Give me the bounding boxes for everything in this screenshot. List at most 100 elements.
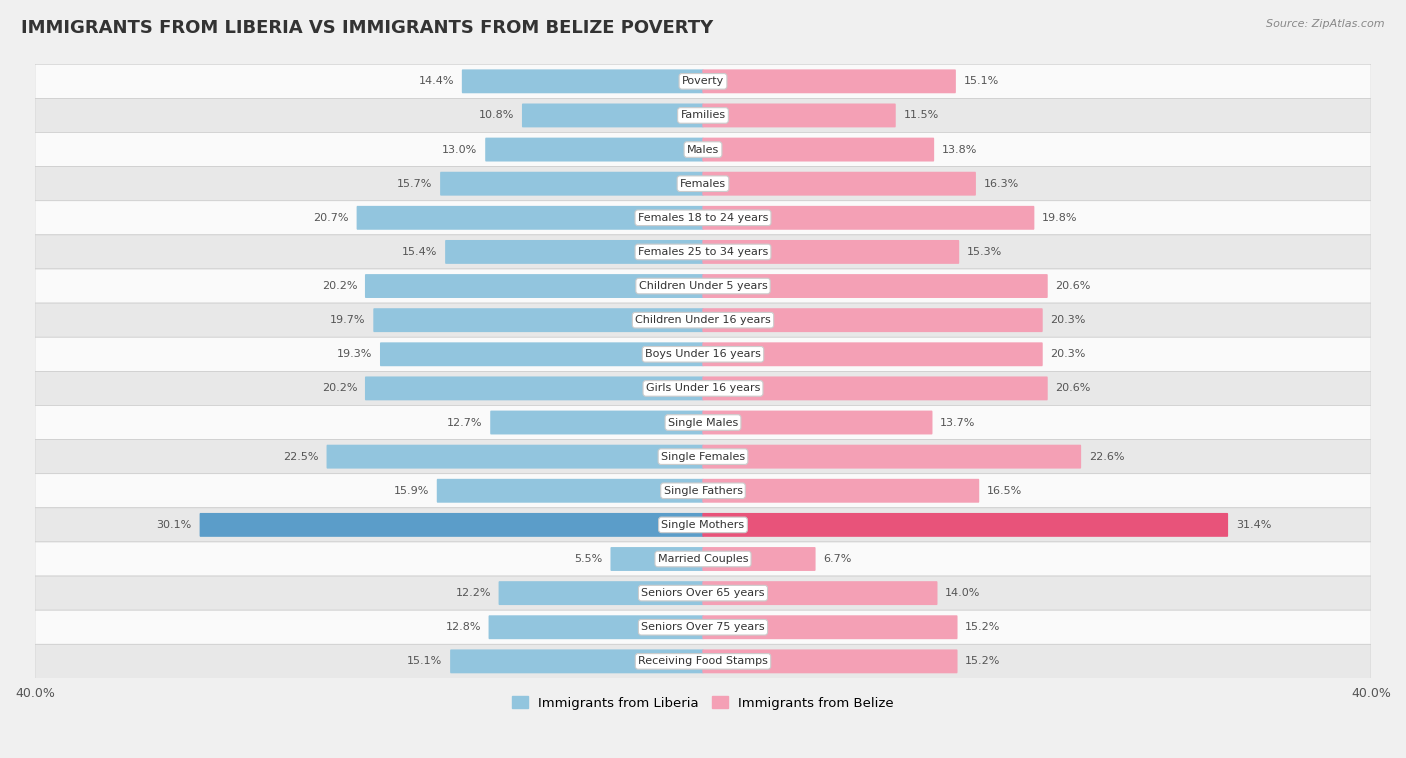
Text: Single Males: Single Males <box>668 418 738 428</box>
Text: 15.4%: 15.4% <box>402 247 437 257</box>
FancyBboxPatch shape <box>35 371 1371 406</box>
FancyBboxPatch shape <box>35 99 1371 133</box>
Text: 20.2%: 20.2% <box>322 281 357 291</box>
FancyBboxPatch shape <box>703 650 957 673</box>
FancyBboxPatch shape <box>35 167 1371 201</box>
Text: Receiving Food Stamps: Receiving Food Stamps <box>638 656 768 666</box>
FancyBboxPatch shape <box>703 309 1043 332</box>
Text: Males: Males <box>688 145 718 155</box>
Text: 10.8%: 10.8% <box>479 111 515 121</box>
FancyBboxPatch shape <box>200 513 703 537</box>
FancyBboxPatch shape <box>35 508 1371 542</box>
FancyBboxPatch shape <box>366 274 703 298</box>
FancyBboxPatch shape <box>35 201 1371 235</box>
FancyBboxPatch shape <box>461 70 703 93</box>
FancyBboxPatch shape <box>374 309 703 332</box>
Legend: Immigrants from Liberia, Immigrants from Belize: Immigrants from Liberia, Immigrants from… <box>506 691 900 715</box>
FancyBboxPatch shape <box>366 377 703 400</box>
Text: 12.8%: 12.8% <box>446 622 481 632</box>
FancyBboxPatch shape <box>703 343 1043 366</box>
FancyBboxPatch shape <box>35 440 1371 474</box>
Text: Boys Under 16 years: Boys Under 16 years <box>645 349 761 359</box>
Text: Females 25 to 34 years: Females 25 to 34 years <box>638 247 768 257</box>
FancyBboxPatch shape <box>35 64 1371 99</box>
Text: 22.6%: 22.6% <box>1088 452 1125 462</box>
FancyBboxPatch shape <box>703 240 959 264</box>
FancyBboxPatch shape <box>703 547 815 571</box>
FancyBboxPatch shape <box>491 411 703 434</box>
FancyBboxPatch shape <box>703 581 938 605</box>
Text: IMMIGRANTS FROM LIBERIA VS IMMIGRANTS FROM BELIZE POVERTY: IMMIGRANTS FROM LIBERIA VS IMMIGRANTS FR… <box>21 19 713 37</box>
Text: Children Under 5 years: Children Under 5 years <box>638 281 768 291</box>
Text: 15.3%: 15.3% <box>967 247 1002 257</box>
Text: Families: Families <box>681 111 725 121</box>
FancyBboxPatch shape <box>35 610 1371 644</box>
Text: 15.2%: 15.2% <box>965 656 1001 666</box>
Text: 20.3%: 20.3% <box>1050 315 1085 325</box>
FancyBboxPatch shape <box>450 650 703 673</box>
Text: 31.4%: 31.4% <box>1236 520 1271 530</box>
Text: Single Females: Single Females <box>661 452 745 462</box>
Text: 5.5%: 5.5% <box>575 554 603 564</box>
FancyBboxPatch shape <box>326 445 703 468</box>
Text: Girls Under 16 years: Girls Under 16 years <box>645 384 761 393</box>
Text: Females: Females <box>681 179 725 189</box>
FancyBboxPatch shape <box>35 133 1371 167</box>
Text: 13.0%: 13.0% <box>443 145 478 155</box>
Text: 13.7%: 13.7% <box>941 418 976 428</box>
Text: 19.3%: 19.3% <box>337 349 373 359</box>
Text: 30.1%: 30.1% <box>156 520 193 530</box>
Text: Married Couples: Married Couples <box>658 554 748 564</box>
Text: Children Under 16 years: Children Under 16 years <box>636 315 770 325</box>
Text: 15.7%: 15.7% <box>396 179 433 189</box>
Text: 15.2%: 15.2% <box>965 622 1001 632</box>
Text: 20.3%: 20.3% <box>1050 349 1085 359</box>
Text: 20.6%: 20.6% <box>1056 281 1091 291</box>
FancyBboxPatch shape <box>703 274 1047 298</box>
FancyBboxPatch shape <box>703 172 976 196</box>
Text: 15.1%: 15.1% <box>963 77 998 86</box>
Text: 22.5%: 22.5% <box>284 452 319 462</box>
Text: 6.7%: 6.7% <box>824 554 852 564</box>
FancyBboxPatch shape <box>703 479 979 503</box>
Text: 15.1%: 15.1% <box>408 656 443 666</box>
FancyBboxPatch shape <box>35 337 1371 371</box>
FancyBboxPatch shape <box>703 615 957 639</box>
Text: 19.8%: 19.8% <box>1042 213 1077 223</box>
FancyBboxPatch shape <box>499 581 703 605</box>
FancyBboxPatch shape <box>380 343 703 366</box>
Text: 13.8%: 13.8% <box>942 145 977 155</box>
Text: 16.3%: 16.3% <box>984 179 1019 189</box>
Text: 14.4%: 14.4% <box>419 77 454 86</box>
FancyBboxPatch shape <box>522 104 703 127</box>
Text: 20.2%: 20.2% <box>322 384 357 393</box>
Text: Single Mothers: Single Mothers <box>661 520 745 530</box>
FancyBboxPatch shape <box>446 240 703 264</box>
FancyBboxPatch shape <box>703 411 932 434</box>
Text: 16.5%: 16.5% <box>987 486 1022 496</box>
FancyBboxPatch shape <box>703 206 1035 230</box>
Text: 19.7%: 19.7% <box>330 315 366 325</box>
FancyBboxPatch shape <box>703 138 934 161</box>
FancyBboxPatch shape <box>35 235 1371 269</box>
FancyBboxPatch shape <box>35 644 1371 678</box>
Text: 11.5%: 11.5% <box>904 111 939 121</box>
Text: Seniors Over 75 years: Seniors Over 75 years <box>641 622 765 632</box>
FancyBboxPatch shape <box>703 104 896 127</box>
FancyBboxPatch shape <box>35 406 1371 440</box>
Text: 20.7%: 20.7% <box>314 213 349 223</box>
FancyBboxPatch shape <box>610 547 703 571</box>
Text: 14.0%: 14.0% <box>945 588 980 598</box>
Text: Females 18 to 24 years: Females 18 to 24 years <box>638 213 768 223</box>
FancyBboxPatch shape <box>703 445 1081 468</box>
FancyBboxPatch shape <box>437 479 703 503</box>
FancyBboxPatch shape <box>35 474 1371 508</box>
Text: 12.7%: 12.7% <box>447 418 482 428</box>
FancyBboxPatch shape <box>440 172 703 196</box>
Text: Single Fathers: Single Fathers <box>664 486 742 496</box>
FancyBboxPatch shape <box>485 138 703 161</box>
Text: Seniors Over 65 years: Seniors Over 65 years <box>641 588 765 598</box>
FancyBboxPatch shape <box>35 542 1371 576</box>
FancyBboxPatch shape <box>703 377 1047 400</box>
FancyBboxPatch shape <box>703 513 1227 537</box>
